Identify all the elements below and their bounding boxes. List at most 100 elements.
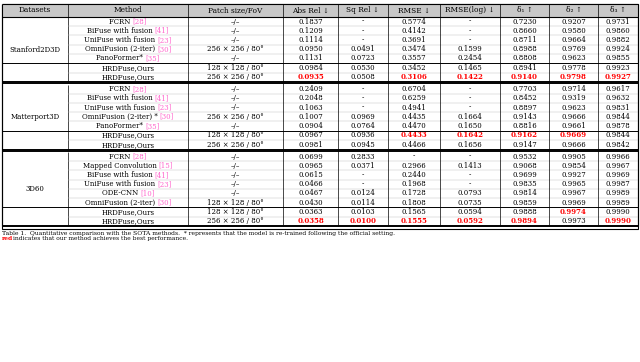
Text: -: - xyxy=(362,104,364,111)
Text: 0.9974: 0.9974 xyxy=(560,208,587,216)
Text: FCRN: FCRN xyxy=(109,18,132,26)
Text: 0.9769: 0.9769 xyxy=(561,45,586,53)
Text: Stanford2D3D: Stanford2D3D xyxy=(10,46,61,54)
Text: 0.0935: 0.0935 xyxy=(297,73,324,81)
Text: -: - xyxy=(469,36,471,44)
Text: 128 × 128 / 80°: 128 × 128 / 80° xyxy=(207,131,264,139)
Text: [23]: [23] xyxy=(157,180,172,188)
Text: 0.9068: 0.9068 xyxy=(512,162,537,170)
Text: 0.8941: 0.8941 xyxy=(512,64,537,72)
Text: 0.1063: 0.1063 xyxy=(298,104,323,111)
Text: 0.4470: 0.4470 xyxy=(402,122,426,130)
Text: 0.0124: 0.0124 xyxy=(351,189,376,197)
Text: Sq Rel ↓: Sq Rel ↓ xyxy=(346,7,380,14)
Text: -: - xyxy=(469,18,471,26)
Text: -: - xyxy=(362,85,364,93)
Text: 0.9699: 0.9699 xyxy=(512,171,537,179)
Text: 0.9814: 0.9814 xyxy=(512,189,537,197)
Text: 0.9927: 0.9927 xyxy=(605,73,632,81)
Text: 0.9835: 0.9835 xyxy=(512,180,537,188)
Text: 256 × 256 / 80°: 256 × 256 / 80° xyxy=(207,113,264,121)
Text: 0.8808: 0.8808 xyxy=(512,54,537,62)
Text: 0.9969: 0.9969 xyxy=(561,199,586,207)
Text: 0.1465: 0.1465 xyxy=(458,64,483,72)
Text: 0.8816: 0.8816 xyxy=(512,122,537,130)
Text: –/–: –/– xyxy=(231,180,240,188)
Text: 0.1650: 0.1650 xyxy=(458,122,483,130)
Text: -: - xyxy=(362,171,364,179)
Text: 0.0699: 0.0699 xyxy=(298,153,323,161)
Text: 256 × 256 / 80°: 256 × 256 / 80° xyxy=(207,218,264,226)
Text: 0.1808: 0.1808 xyxy=(402,199,426,207)
Text: 0.1664: 0.1664 xyxy=(458,113,483,121)
Text: 0.1642: 0.1642 xyxy=(456,131,483,139)
Text: [28]: [28] xyxy=(132,85,147,93)
Text: BiFuse with fusion: BiFuse with fusion xyxy=(87,94,155,102)
Text: 0.8897: 0.8897 xyxy=(512,104,537,111)
Text: UniFuse with fusion: UniFuse with fusion xyxy=(84,104,157,111)
Text: -: - xyxy=(362,27,364,35)
Text: [30]: [30] xyxy=(160,113,174,121)
Text: Matterport3D: Matterport3D xyxy=(10,113,60,121)
Text: 0.0615: 0.0615 xyxy=(298,171,323,179)
Text: 0.0530: 0.0530 xyxy=(351,64,375,72)
Text: -: - xyxy=(469,104,471,111)
Text: 0.3557: 0.3557 xyxy=(402,54,426,62)
Text: 0.9162: 0.9162 xyxy=(511,131,538,139)
Text: HRDFuse,Ours: HRDFuse,Ours xyxy=(102,64,154,72)
Text: 0.3474: 0.3474 xyxy=(402,45,426,53)
Text: 0.9319: 0.9319 xyxy=(561,94,586,102)
Text: 0.0114: 0.0114 xyxy=(351,199,376,207)
Text: 0.9990: 0.9990 xyxy=(605,208,630,216)
Text: –/–: –/– xyxy=(231,36,240,44)
Text: 0.1656: 0.1656 xyxy=(458,141,483,149)
Text: 0.9831: 0.9831 xyxy=(605,104,630,111)
Text: -: - xyxy=(469,27,471,35)
Text: 0.9989: 0.9989 xyxy=(605,199,630,207)
Text: -: - xyxy=(469,94,471,102)
Text: [10]: [10] xyxy=(140,189,154,197)
Text: 0.9967: 0.9967 xyxy=(561,189,586,197)
Text: 0.9973: 0.9973 xyxy=(561,218,586,226)
Text: 0.3106: 0.3106 xyxy=(401,73,428,81)
Text: 0.1555: 0.1555 xyxy=(401,218,428,226)
Text: 0.4466: 0.4466 xyxy=(402,141,426,149)
Text: 0.2048: 0.2048 xyxy=(298,94,323,102)
Text: 0.9965: 0.9965 xyxy=(561,180,586,188)
Text: 0.4433: 0.4433 xyxy=(401,131,428,139)
Text: 0.0491: 0.0491 xyxy=(351,45,376,53)
Text: 0.0594: 0.0594 xyxy=(458,208,483,216)
Text: 0.0764: 0.0764 xyxy=(351,122,376,130)
Text: -: - xyxy=(469,180,471,188)
Text: UniFuse with fusion: UniFuse with fusion xyxy=(84,36,157,44)
Text: 0.1114: 0.1114 xyxy=(298,36,323,44)
Text: 0.4435: 0.4435 xyxy=(402,113,426,121)
Text: [41]: [41] xyxy=(155,27,169,35)
Text: δ₃ ↑: δ₃ ↑ xyxy=(610,7,626,14)
Text: 0.9731: 0.9731 xyxy=(605,18,630,26)
Text: 0.2966: 0.2966 xyxy=(402,162,426,170)
Text: 0.1422: 0.1422 xyxy=(456,73,483,81)
Text: –/–: –/– xyxy=(231,153,240,161)
Text: 0.1968: 0.1968 xyxy=(402,180,426,188)
Text: 0.9623: 0.9623 xyxy=(561,54,586,62)
Text: FCRN: FCRN xyxy=(109,85,132,93)
Text: RMSE ↓: RMSE ↓ xyxy=(398,7,430,14)
Text: -: - xyxy=(362,180,364,188)
Text: 0.0793: 0.0793 xyxy=(458,189,483,197)
Text: 0.9140: 0.9140 xyxy=(511,73,538,81)
Text: 0.0904: 0.0904 xyxy=(298,122,323,130)
Text: PanoFormer*: PanoFormer* xyxy=(96,54,145,62)
Text: 0.9969: 0.9969 xyxy=(605,171,630,179)
Text: 0.9966: 0.9966 xyxy=(605,153,630,161)
Text: HRDFuse,Ours: HRDFuse,Ours xyxy=(102,218,154,226)
Text: OmniFusion (2-iter): OmniFusion (2-iter) xyxy=(84,199,157,207)
Text: 3D60: 3D60 xyxy=(26,185,44,193)
Text: 0.9844: 0.9844 xyxy=(605,113,630,121)
Text: 128 × 128 / 80°: 128 × 128 / 80° xyxy=(207,199,264,207)
Bar xyxy=(2,4,638,17)
Bar xyxy=(2,4,638,229)
Text: 0.0371: 0.0371 xyxy=(351,162,375,170)
Text: –/–: –/– xyxy=(231,94,240,102)
Text: 256 × 256 / 80°: 256 × 256 / 80° xyxy=(207,45,264,53)
